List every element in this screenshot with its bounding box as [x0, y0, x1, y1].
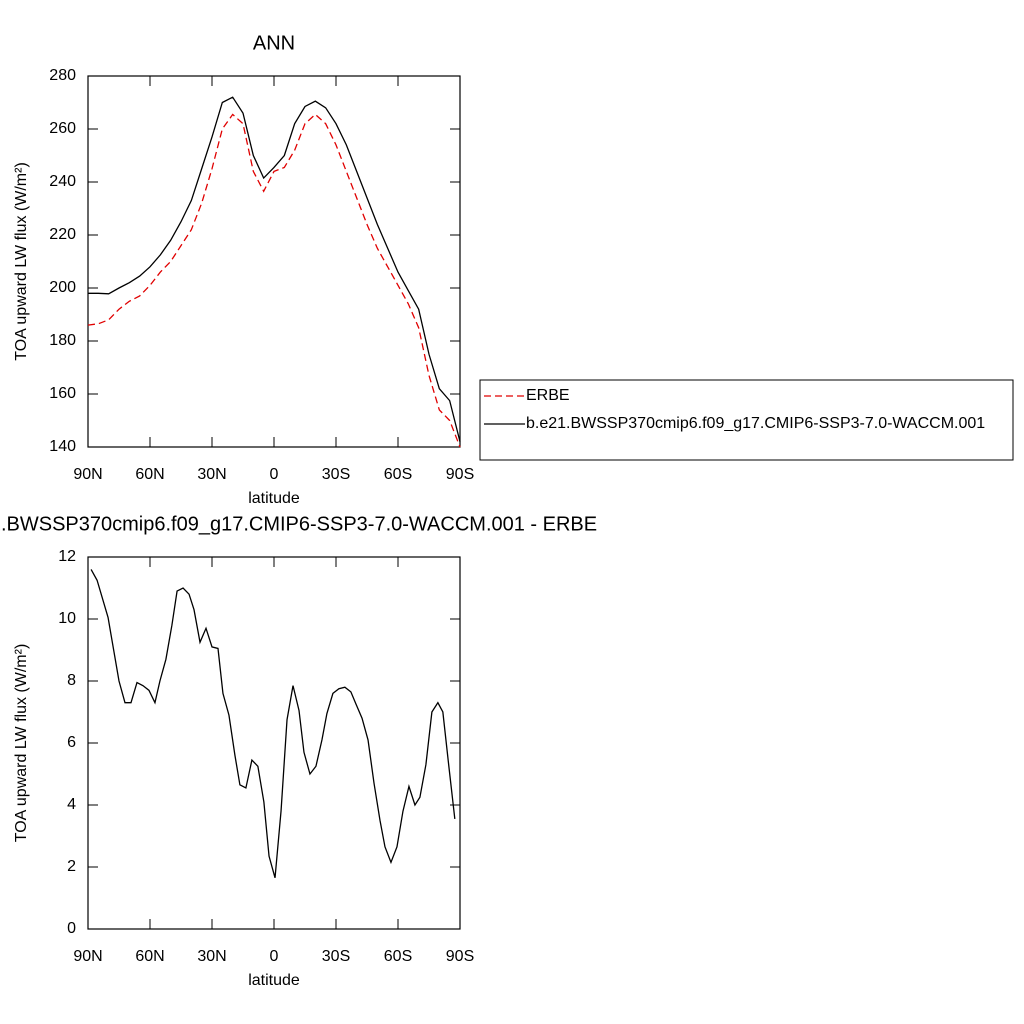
- x-tick-label: 90S: [446, 466, 474, 483]
- y-tick-label: 180: [49, 332, 76, 349]
- y-tick-label: 4: [67, 796, 76, 813]
- plot-frame: [87, 75, 461, 448]
- x-axis-label: latitude: [248, 972, 300, 989]
- legend-label: ERBE: [526, 387, 570, 404]
- y-tick-label: 240: [49, 173, 76, 190]
- x-tick-label: 60N: [135, 466, 164, 483]
- x-tick-label: 0: [270, 948, 279, 965]
- x-tick-label: 30N: [197, 948, 226, 965]
- x-tick-label: 90N: [73, 466, 102, 483]
- y-axis-label: TOA upward LW flux (W/m²): [13, 644, 30, 843]
- x-tick-label: 60N: [135, 948, 164, 965]
- y-tick-label: 12: [58, 548, 76, 565]
- x-axis-label: latitude: [248, 490, 300, 507]
- data-line: [90, 569, 456, 879]
- y-tick-label: 10: [58, 610, 76, 627]
- y-tick-label: 6: [67, 734, 76, 751]
- data-line: [88, 96, 461, 442]
- legend-label: b.e21.BWSSP370cmip6.f09_g17.CMIP6-SSP3-7…: [526, 415, 985, 432]
- y-tick-label: 220: [49, 226, 76, 243]
- y-tick-label: 280: [49, 67, 76, 84]
- y-tick-label: 160: [49, 385, 76, 402]
- y-tick-label: 2: [67, 858, 76, 875]
- x-tick-label: 90N: [73, 948, 102, 965]
- x-tick-label: 30S: [322, 466, 350, 483]
- y-tick-label: 0: [67, 920, 76, 937]
- y-tick-label: 140: [49, 438, 76, 455]
- chart-title: ANN: [253, 32, 295, 54]
- chart-title: b.e21.BWSSP370cmip6.f09_g17.CMIP6-SSP3-7…: [0, 513, 597, 535]
- x-tick-label: 30S: [322, 948, 350, 965]
- plot-frame: [87, 556, 461, 930]
- legend: ERBE b.e21.BWSSP370cmip6.f09_g17.CMIP6-SS…: [479, 379, 1014, 461]
- y-tick-label: 200: [49, 279, 76, 296]
- y-tick-label: 8: [67, 672, 76, 689]
- x-tick-label: 30N: [197, 466, 226, 483]
- x-tick-label: 90S: [446, 948, 474, 965]
- legend-box: [479, 379, 1014, 461]
- data-line: [87, 113, 461, 448]
- y-axis-label: TOA upward LW flux (W/m²): [13, 162, 30, 361]
- y-tick-label: 260: [49, 120, 76, 137]
- x-tick-label: 60S: [384, 466, 412, 483]
- x-tick-label: 0: [270, 466, 279, 483]
- x-tick-label: 60S: [384, 948, 412, 965]
